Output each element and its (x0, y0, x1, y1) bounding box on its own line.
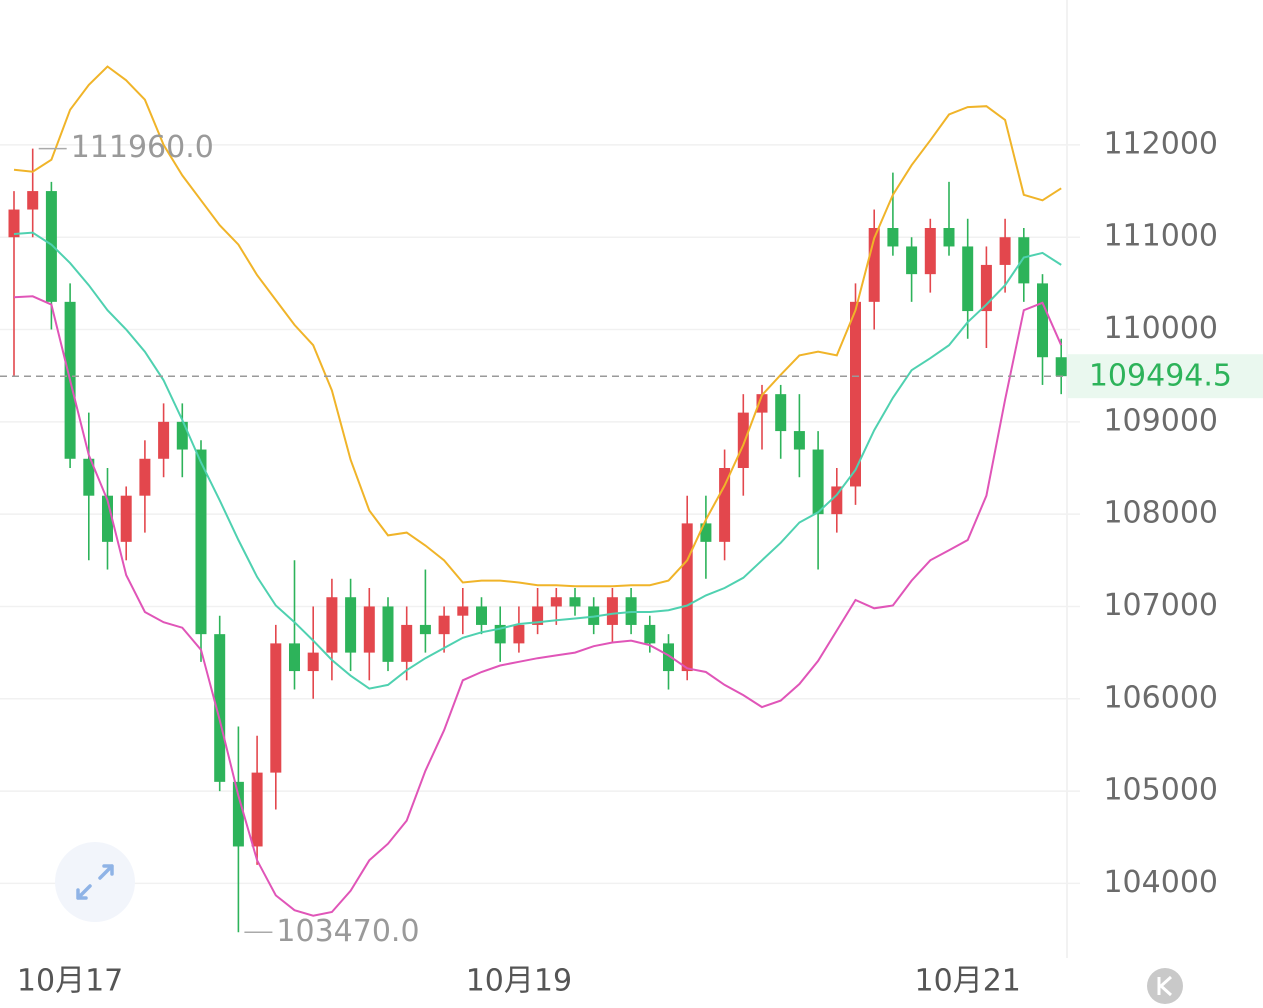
candle-body (924, 228, 936, 275)
candle-body (251, 772, 263, 847)
x-tick-label: 10月19 (466, 964, 572, 999)
y-tick-label: 105000 (1103, 773, 1218, 808)
candle-body (550, 597, 562, 607)
y-tick-label: 104000 (1103, 865, 1218, 900)
last-price-tag (1068, 354, 1263, 399)
candle-body (457, 606, 469, 616)
k-icon[interactable] (1157, 975, 1173, 997)
candle-body (438, 615, 450, 635)
candle-body (214, 634, 226, 782)
k-button-bg[interactable] (1147, 968, 1183, 1004)
last-price-label: 109494.5 (1089, 359, 1232, 394)
candle-body (532, 606, 544, 625)
candle-body (644, 624, 656, 644)
candle-body (850, 301, 861, 487)
band-middle (13, 231, 1062, 690)
x-tick-label: 10月17 (17, 964, 123, 999)
candle-body (606, 597, 618, 625)
candle-body (494, 624, 506, 644)
candle-body (887, 228, 899, 247)
x-tick-label: 10月21 (915, 964, 1021, 999)
candle-body (270, 643, 282, 773)
candle-body (1037, 283, 1048, 358)
candle-body (27, 191, 39, 210)
candle-body (8, 209, 20, 238)
expand-button-bg[interactable] (55, 842, 135, 922)
band-lower (13, 295, 1063, 917)
y-tick-label: 106000 (1103, 680, 1218, 715)
expand-icon[interactable] (76, 864, 114, 900)
expand-button[interactable] (55, 842, 135, 922)
candle-body (120, 495, 132, 542)
candle-body (289, 643, 300, 672)
candle-body (868, 228, 880, 302)
candle-body (363, 606, 375, 653)
candle-body (176, 421, 188, 450)
candle-body (326, 597, 338, 653)
candle-body (1018, 237, 1030, 284)
candle-body (345, 597, 357, 653)
candle-body (663, 643, 674, 672)
candles (8, 148, 1067, 933)
candle-body (307, 652, 319, 672)
candle-body (906, 246, 918, 275)
candle-body (195, 449, 207, 635)
annotation-label: 103470.0 (276, 914, 419, 949)
y-tick-label: 108000 (1103, 496, 1218, 531)
candle-body (831, 486, 843, 515)
y-tick-label: 110000 (1103, 311, 1218, 346)
candle-body (719, 468, 731, 542)
candle-body (102, 495, 113, 542)
y-tick-label: 107000 (1103, 588, 1218, 623)
candle-body (83, 458, 95, 496)
candle-body (513, 624, 525, 644)
candle-body (775, 394, 787, 432)
candle-body (158, 421, 170, 459)
candle-body (980, 264, 992, 312)
y-tick-label: 109000 (1103, 403, 1218, 438)
candle-body (419, 624, 431, 635)
candle-body (569, 597, 581, 607)
candle-body (756, 394, 768, 413)
candle-body (232, 781, 244, 847)
y-tick-label: 112000 (1103, 126, 1218, 161)
candle-body (793, 431, 805, 450)
candle-body (812, 449, 824, 515)
candle-body (943, 228, 955, 247)
y-tick-label: 111000 (1103, 219, 1218, 254)
candle-body (476, 606, 487, 625)
candle-body (139, 458, 151, 496)
candle-body (962, 246, 974, 312)
candle-body (1055, 357, 1067, 377)
annotation-label: 111960.0 (71, 130, 214, 165)
candle-body (681, 523, 693, 672)
candle-body (401, 624, 413, 662)
candle-body (737, 412, 749, 468)
k-button[interactable] (1147, 968, 1183, 1004)
candle-body (700, 523, 712, 542)
band-upper (13, 65, 1062, 588)
candle-body (45, 191, 57, 302)
candle-body (999, 237, 1011, 265)
candle-body (382, 606, 394, 662)
